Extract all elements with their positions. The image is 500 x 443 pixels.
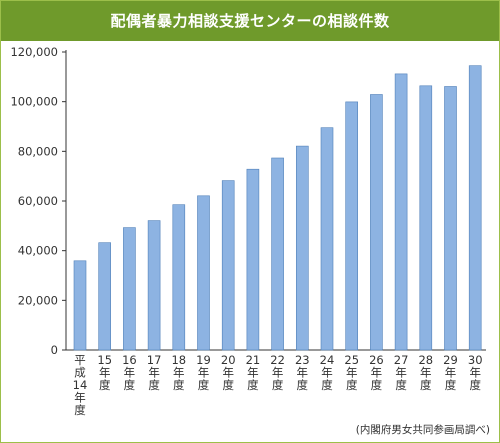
y-axis: 0 20,000 40,000 60,000 80,000 100,000 120,000: [10, 45, 486, 357]
bar: [468, 65, 482, 351]
bar: [197, 195, 210, 351]
y-tick-label: 20,000: [18, 293, 58, 307]
x-tick-label: 15 年度: [97, 353, 112, 392]
x-tick-label: 28 年度: [418, 353, 433, 392]
y-tick-label: 120,000: [10, 45, 58, 59]
x-tick-label: 24 年度: [320, 353, 335, 392]
x-tick-label: 22 年度: [270, 353, 285, 392]
x-tick-label: 18 年度: [171, 353, 186, 392]
bar: [320, 127, 334, 351]
x-tick-label: 17 年度: [147, 353, 162, 392]
x-tick-label: 平成 14 年度: [73, 353, 88, 417]
bar: [73, 260, 87, 351]
x-tick-label: 20 年度: [221, 353, 236, 392]
bar: [345, 101, 359, 351]
y-tick-label: 0: [51, 343, 58, 357]
bar: [98, 242, 111, 351]
bar: [172, 204, 186, 351]
bar: [370, 94, 383, 351]
bar: [419, 85, 433, 351]
chart-title: 配偶者暴力相談支援センターの相談件数: [110, 12, 390, 30]
bar: [246, 168, 260, 351]
y-tick-label: 60,000: [18, 194, 58, 208]
x-tick-label: 21 年度: [246, 353, 261, 392]
source-note: (内閣府男女共同参画局調べ): [355, 424, 490, 436]
bar: [271, 157, 284, 351]
x-tick-label: 27 年度: [394, 353, 409, 392]
x-tick-label: 16 年度: [122, 353, 137, 392]
x-axis-labels: 平成 14 年度 15 年度 16 年度 17 年度 18 年度 19 年度 20 年度 21 年度 22 年度 23…: [73, 353, 483, 417]
y-tick-label: 40,000: [18, 244, 58, 258]
x-tick-label: 23 年度: [295, 353, 310, 392]
bar: [394, 73, 408, 351]
bar: [123, 227, 136, 351]
bar: [221, 180, 235, 351]
x-tick-label: 26 年度: [369, 353, 384, 392]
x-tick-label: 19 年度: [196, 353, 211, 392]
y-tick-label: 100,000: [10, 95, 58, 109]
bar: [295, 145, 309, 351]
bar: [147, 220, 161, 351]
bars: [73, 65, 482, 351]
title-band: [1, 1, 499, 41]
x-tick-label: 29 年度: [443, 353, 458, 392]
y-tick-label: 80,000: [18, 144, 58, 158]
bar: [444, 86, 457, 351]
x-tick-label: 30 年度: [468, 353, 483, 392]
x-tick-label: 25 年度: [344, 353, 359, 392]
